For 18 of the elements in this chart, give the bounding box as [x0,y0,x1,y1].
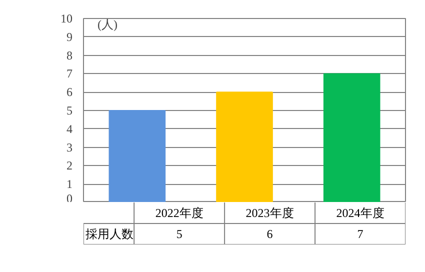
data-label: 5 [176,227,182,241]
x-tick-label: 2022年度 [155,206,204,220]
y-tick-label: 1 [66,177,72,192]
y-tick-label: 8 [66,48,72,62]
data-label: 7 [357,227,364,241]
x-tick-label: 2023年度 [246,206,294,220]
y-tick-label: 6 [66,85,72,100]
y-tick-label: 3 [66,140,72,154]
y-tick-label: 10 [60,12,72,26]
y-tick-label: 2 [66,158,72,173]
y-axis-title: (人) [98,18,118,32]
y-tick-label: 4 [66,122,72,136]
y-tick-label: 5 [66,104,72,118]
y-tick-label: 7 [66,66,72,81]
data-label: 6 [266,227,273,241]
y-tick-label: 9 [66,30,72,44]
text: 採用人数 [85,227,134,241]
x-tick-label: 2024年度 [336,206,384,220]
